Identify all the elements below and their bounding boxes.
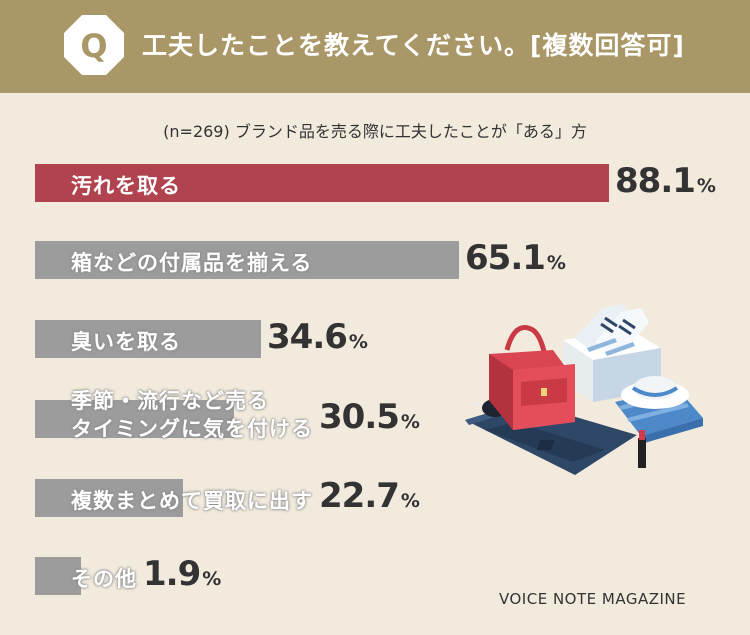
bar-value-number: 22.7 [319, 476, 400, 516]
bar-value-unit: % [348, 331, 368, 353]
bar-value-unit: % [696, 175, 716, 197]
lipstick-icon [638, 438, 646, 468]
bar [35, 241, 459, 279]
bar-value-unit: % [202, 568, 221, 590]
bar-category-label: 箱などの付属品を揃える [71, 247, 312, 277]
bar-category-label-line: 箱などの付属品を揃える [71, 251, 313, 275]
bar-category-label-line: 臭いを取る [71, 330, 181, 354]
bar-value-unit: % [400, 411, 420, 433]
bar-category-label: 季節・流行など売るタイミングに気を付ける [71, 387, 313, 443]
bar-value-label: 88.1% [615, 161, 716, 201]
bar-value-number: 30.5 [319, 397, 400, 437]
question-header: Q 工夫したことを教えてください。[複数回答可] [0, 0, 750, 93]
bar [35, 400, 234, 438]
bar-value-label: 1.9% [143, 554, 221, 594]
bar-value-label: 65.1% [465, 238, 566, 278]
question-text: 工夫したことを教えてください。[複数回答可] [142, 31, 685, 60]
bar-category-label-line: 複数まとめて買取に出す [71, 489, 313, 513]
bar-category-label: 臭いを取る [71, 326, 181, 356]
bar-value-label: 34.6% [267, 317, 368, 357]
bar [35, 479, 183, 517]
handbag-icon [504, 325, 548, 357]
bar-value-number: 1.9 [143, 554, 201, 594]
bar-category-label-line: 季節・流行など売る [71, 389, 269, 413]
bar-value-label: 22.7% [319, 476, 420, 516]
bar [35, 164, 609, 202]
chart-subtitle: (n=269) ブランド品を売る際に工夫したことが「ある」方 [163, 122, 587, 141]
footer-brand: VOICE NOTE MAGAZINE [499, 590, 687, 608]
bar [35, 557, 81, 595]
bar-value-label: 30.5% [319, 397, 420, 437]
bar-category-label-line: タイミングに気を付ける [71, 417, 313, 441]
bar-value-number: 88.1 [615, 161, 696, 201]
bar-value-number: 65.1 [465, 238, 546, 278]
bar-value-unit: % [546, 252, 566, 274]
badge-letter: Q [80, 27, 107, 65]
brand-goods-illustration-icon [465, 304, 703, 475]
bar-category-label: 汚れを取る [71, 170, 181, 200]
bar-category-label-line: その他 [71, 567, 137, 591]
bar-category-label: 複数まとめて買取に出す [71, 485, 313, 515]
bar-value-number: 34.6 [267, 317, 348, 357]
bar-category-label-line: 汚れを取る [71, 174, 181, 198]
question-badge-icon: Q [62, 13, 126, 77]
bar-category-label: その他 [71, 563, 137, 593]
bar-value-unit: % [400, 490, 420, 512]
bar [35, 320, 261, 358]
